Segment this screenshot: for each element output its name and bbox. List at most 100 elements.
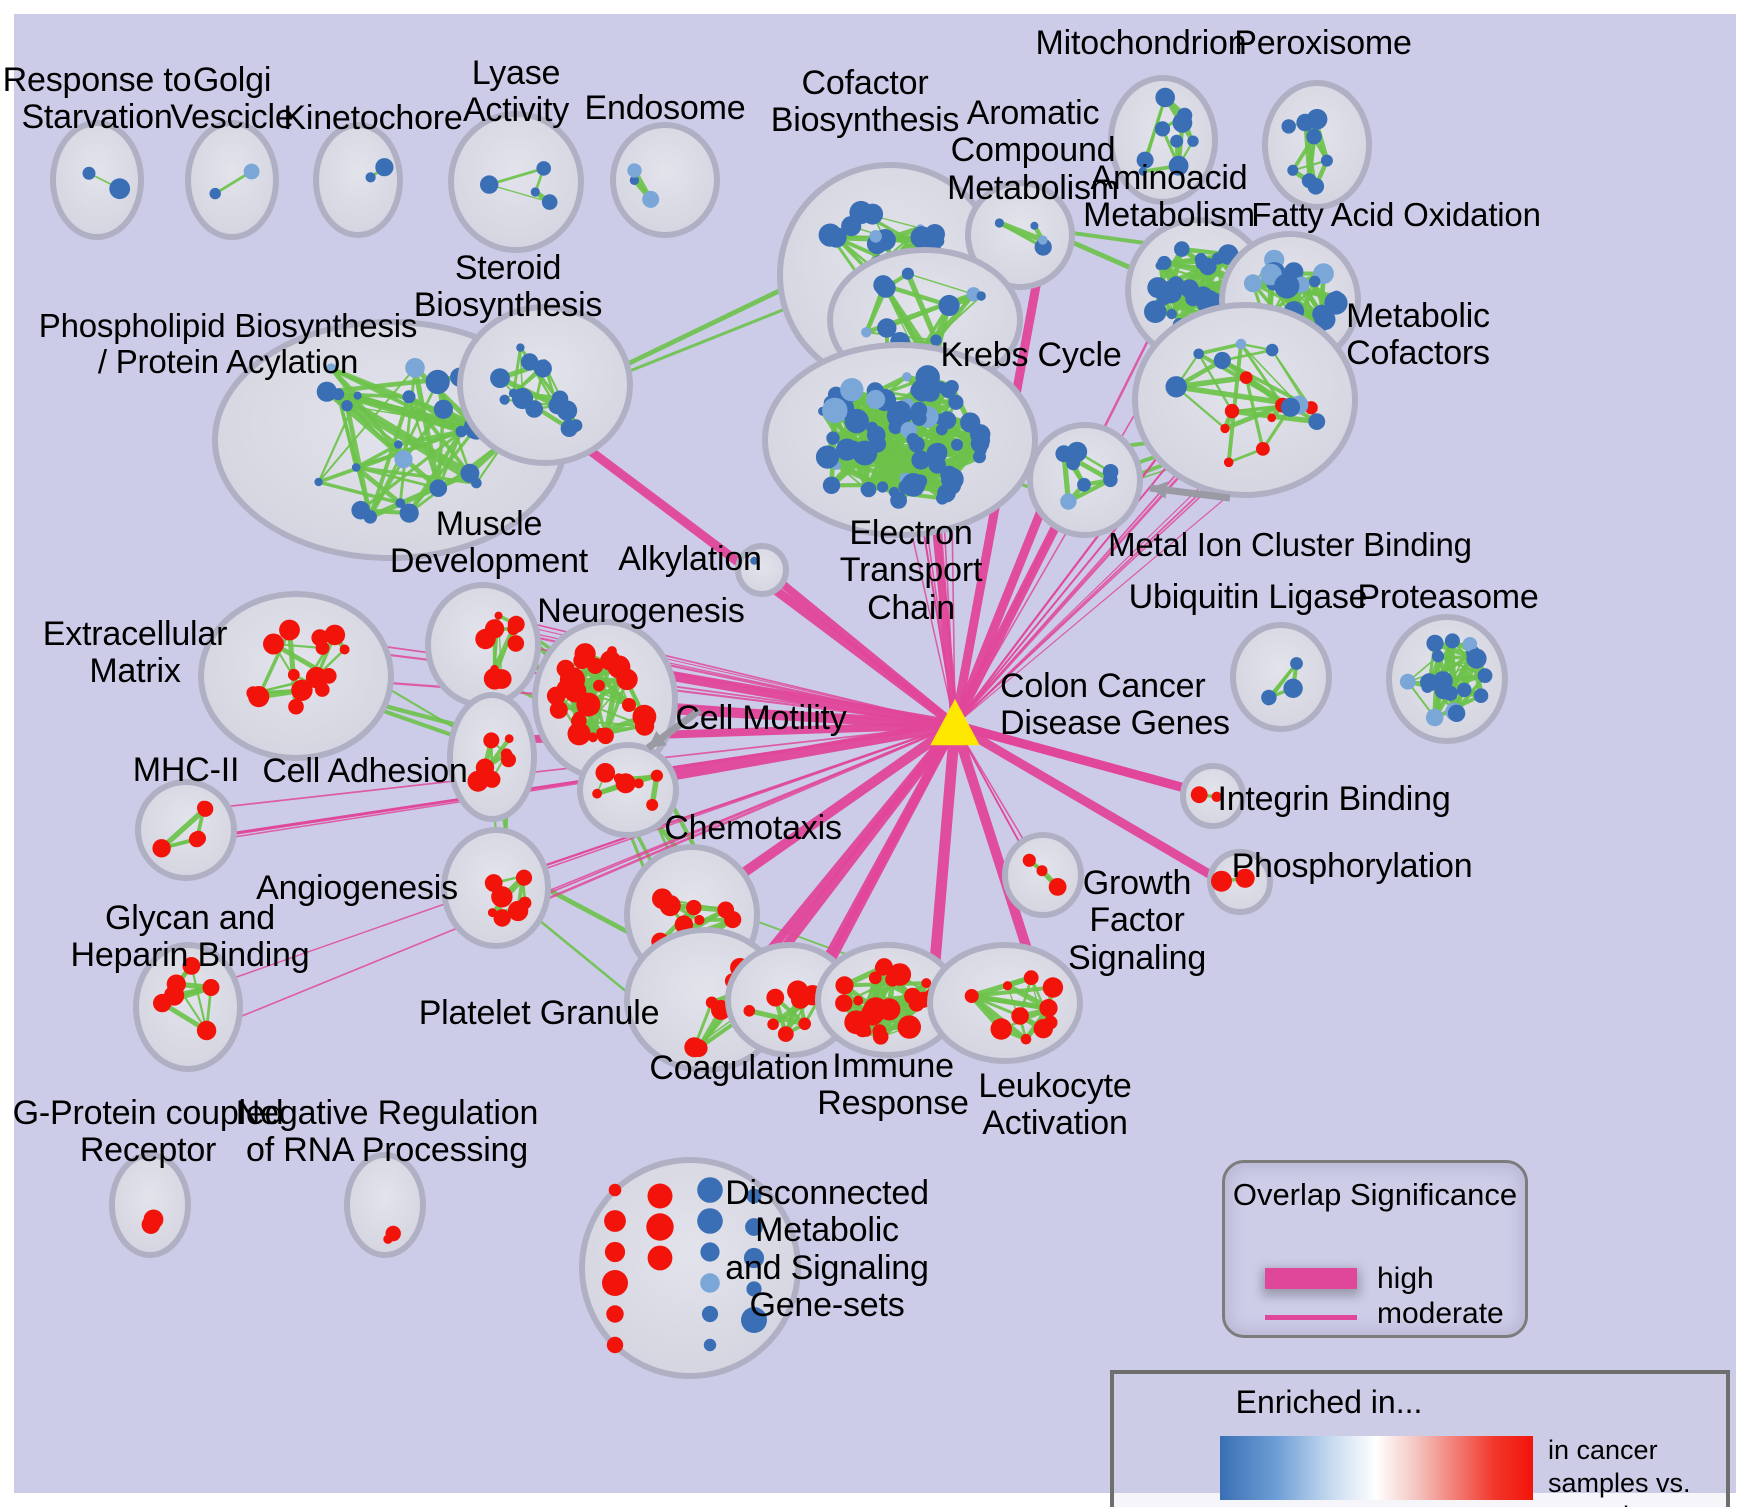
gene-set-node[interactable]: [633, 778, 644, 789]
gene-set-node[interactable]: [746, 1188, 762, 1204]
gene-set-node[interactable]: [652, 888, 673, 909]
gene-set-node[interactable]: [1399, 673, 1416, 690]
gene-set-node[interactable]: [1174, 241, 1190, 257]
gene-set-node[interactable]: [936, 492, 949, 505]
gene-set-node[interactable]: [1425, 708, 1444, 727]
gene-set-node[interactable]: [429, 479, 448, 498]
gene-set-node[interactable]: [929, 442, 948, 462]
gene-set-node[interactable]: [600, 650, 621, 671]
gene-set-node[interactable]: [1023, 970, 1039, 986]
gene-set-node[interactable]: [868, 1000, 887, 1019]
gene-set-node[interactable]: [326, 363, 337, 375]
gene-set-node[interactable]: [501, 752, 516, 768]
gene-set-node[interactable]: [491, 886, 513, 908]
gene-set-node[interactable]: [339, 644, 350, 655]
gene-set-node[interactable]: [930, 334, 942, 346]
cluster-lyase-activity[interactable]: [448, 111, 584, 253]
gene-set-node[interactable]: [1306, 128, 1322, 145]
gene-set-node[interactable]: [646, 798, 659, 811]
gene-set-node[interactable]: [164, 985, 185, 1006]
gene-set-node[interactable]: [1193, 348, 1204, 360]
gene-set-node[interactable]: [1034, 238, 1052, 256]
gene-set-node[interactable]: [1194, 253, 1208, 266]
gene-set-node[interactable]: [743, 1247, 765, 1269]
gene-set-node[interactable]: [567, 722, 591, 746]
cluster-phosphorylation[interactable]: [1207, 849, 1273, 915]
gene-set-node[interactable]: [835, 976, 854, 995]
cluster-golgi-vescicle[interactable]: [185, 120, 279, 240]
gene-set-node[interactable]: [647, 1183, 673, 1209]
gene-set-node[interactable]: [1067, 441, 1088, 462]
gene-set-node[interactable]: [1308, 413, 1326, 430]
cluster-leukocyte-activation[interactable]: [927, 942, 1083, 1064]
cluster-neurogenesis[interactable]: [532, 619, 678, 781]
gene-set-node[interactable]: [684, 1037, 705, 1058]
gene-set-node[interactable]: [455, 425, 468, 438]
gene-set-node[interactable]: [906, 433, 920, 446]
gene-set-node[interactable]: [911, 411, 927, 426]
gene-set-node[interactable]: [1280, 397, 1301, 417]
gene-set-node[interactable]: [383, 1234, 393, 1244]
gene-set-node[interactable]: [143, 1209, 164, 1230]
gene-set-node[interactable]: [910, 382, 926, 398]
gene-set-node[interactable]: [341, 400, 353, 412]
gene-set-node[interactable]: [1020, 1033, 1032, 1045]
gene-set-node[interactable]: [394, 450, 413, 469]
cluster-cell-adhesion[interactable]: [447, 692, 537, 822]
gene-set-node[interactable]: [877, 318, 897, 338]
gene-set-node[interactable]: [202, 979, 220, 996]
gene-set-node[interactable]: [841, 216, 862, 237]
gene-set-node[interactable]: [188, 831, 205, 848]
gene-set-node[interactable]: [1264, 697, 1273, 706]
gene-set-node[interactable]: [1038, 235, 1048, 245]
gene-set-node[interactable]: [507, 900, 529, 922]
gene-set-node[interactable]: [82, 166, 96, 180]
gene-set-node[interactable]: [835, 994, 853, 1012]
gene-set-node[interactable]: [990, 1018, 1012, 1040]
gene-set-node[interactable]: [587, 657, 604, 675]
gene-set-node[interactable]: [196, 1020, 217, 1041]
gene-set-node[interactable]: [1042, 977, 1064, 998]
gene-set-node[interactable]: [541, 194, 558, 210]
cluster-steroid-biosynthesis[interactable]: [457, 304, 633, 466]
gene-set-node[interactable]: [686, 899, 702, 916]
gene-set-node[interactable]: [1290, 657, 1303, 670]
gene-set-node[interactable]: [815, 445, 840, 469]
gene-set-node[interactable]: [515, 869, 533, 886]
gene-set-node[interactable]: [1320, 154, 1333, 167]
gene-set-node[interactable]: [516, 343, 525, 352]
cluster-mhc-ii[interactable]: [135, 779, 237, 881]
gene-set-node[interactable]: [1224, 403, 1240, 419]
gene-set-node[interactable]: [405, 358, 425, 378]
gene-set-node[interactable]: [1442, 685, 1458, 701]
gene-set-node[interactable]: [1155, 87, 1175, 108]
gene-set-node[interactable]: [700, 1273, 720, 1293]
gene-set-node[interactable]: [746, 1281, 762, 1297]
gene-set-node[interactable]: [861, 327, 872, 338]
gene-set-node[interactable]: [646, 1213, 674, 1241]
gene-set-node[interactable]: [209, 187, 221, 200]
gene-set-node[interactable]: [608, 1183, 622, 1197]
gene-set-node[interactable]: [627, 163, 642, 178]
gene-set-node[interactable]: [976, 291, 986, 301]
gene-set-node[interactable]: [647, 1245, 673, 1271]
gene-set-node[interactable]: [592, 788, 602, 799]
gene-set-node[interactable]: [948, 394, 964, 410]
gene-set-node[interactable]: [1223, 457, 1234, 468]
gene-set-node[interactable]: [595, 763, 616, 783]
gene-set-node[interactable]: [1211, 791, 1222, 802]
gene-set-node[interactable]: [1239, 371, 1253, 384]
gene-set-node[interactable]: [243, 163, 260, 180]
cluster-extracellular-matrix[interactable]: [198, 591, 394, 761]
cluster-aromatic-compound[interactable]: [965, 180, 1075, 290]
gene-set-node[interactable]: [1168, 155, 1189, 176]
gene-set-node[interactable]: [915, 365, 940, 390]
gene-set-node[interactable]: [750, 556, 759, 565]
gene-set-node[interactable]: [1211, 870, 1232, 892]
gene-set-node[interactable]: [994, 218, 1005, 228]
cluster-metal-ion-cluster[interactable]: [1027, 422, 1143, 538]
gene-set-node[interactable]: [1462, 637, 1478, 652]
cluster-growth-factor-signaling[interactable]: [1002, 832, 1084, 918]
gene-set-node[interactable]: [320, 668, 337, 684]
cluster-cell-motility[interactable]: [577, 742, 679, 838]
